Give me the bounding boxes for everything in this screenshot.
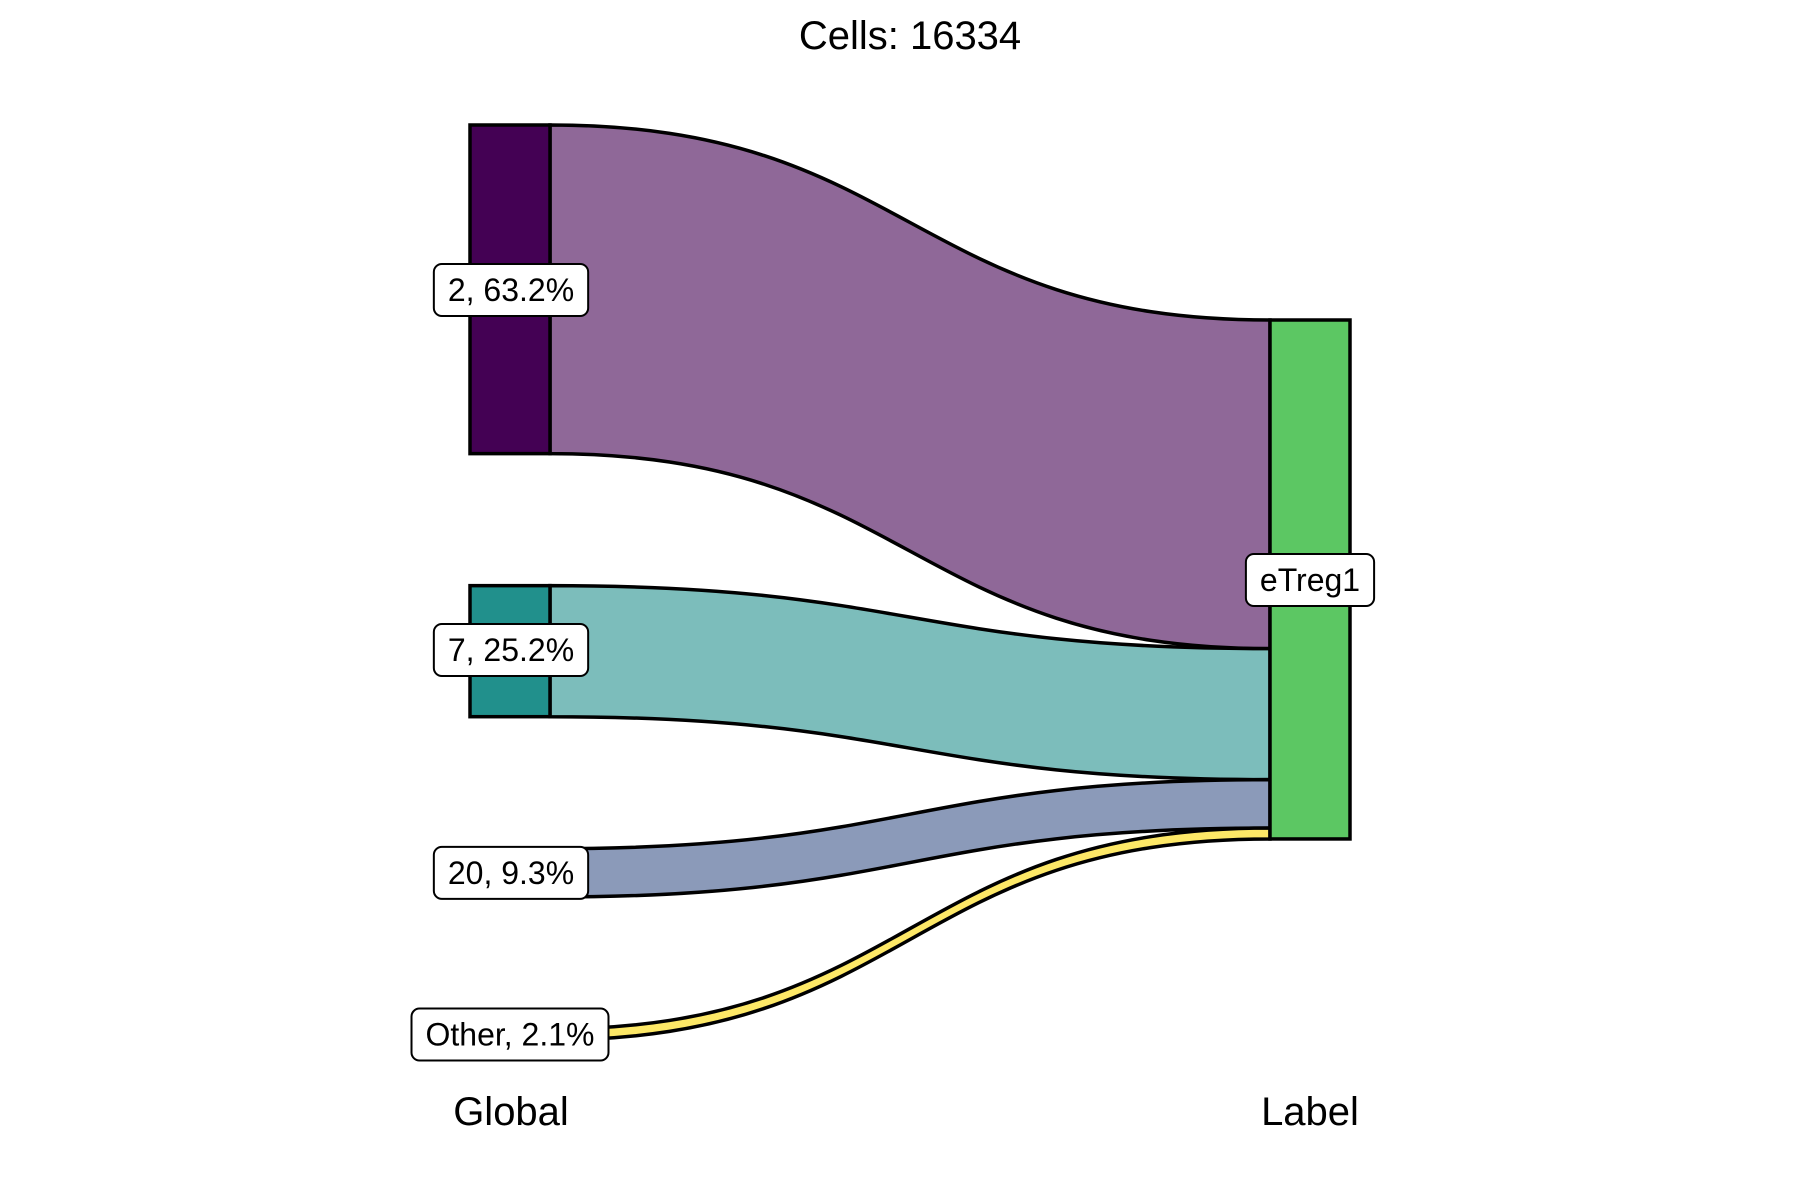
stratum-label-right-0: eTreg1 [1244,553,1376,607]
axis-label-label: Label [1261,1090,1359,1134]
chart-title: Cells: 16334 [799,14,1021,58]
flows-group [548,123,1272,1042]
stratum-label-left-2-text: 20, 9.3% [448,855,574,891]
flow-ribbon-0 [548,123,1272,651]
stratum-label-left-1: 7, 25.2% [432,623,590,677]
stratum-label-left-1-box [432,623,590,677]
stratum-label-right-0-box [1244,553,1376,607]
stratum-label-left-3-box [410,1007,610,1062]
stratum-label-left-0-box [432,263,590,317]
stratum-label-left-2: 20, 9.3% [432,845,590,900]
stratum-label-left-0-text: 2, 63.2% [448,272,574,308]
stratum-label-left-3: Other, 2.1% [410,1007,610,1062]
labels-group: 2, 63.2% 7, 25.2% 20, 9.3% Other, 2.1% eTreg… [410,263,1376,1062]
axis-label-global: Global [453,1090,569,1134]
stratum-label-left-2-box [432,845,590,900]
stratum-label-left-3-text: Other, 2.1% [426,1017,595,1053]
stratum-label-left-1-text: 7, 25.2% [448,632,574,668]
stratum-label-left-0: 2, 63.2% [432,263,590,317]
stratum-label-right-0-text: eTreg1 [1260,562,1360,598]
